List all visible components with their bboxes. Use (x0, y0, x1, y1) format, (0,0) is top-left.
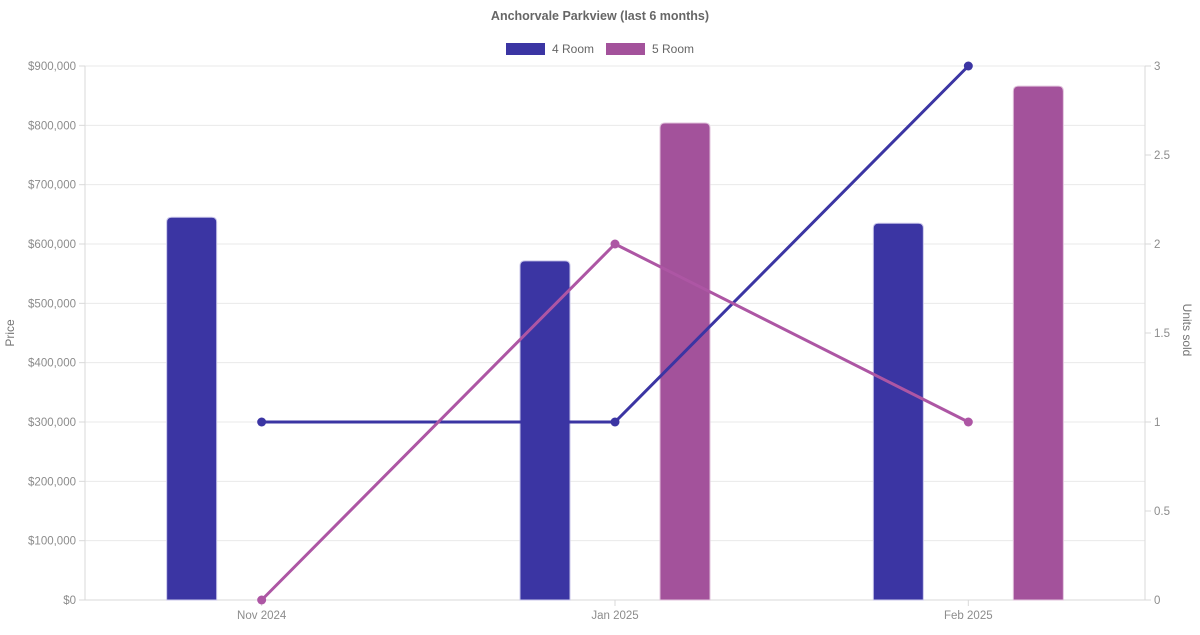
y-axis-title-price: Price (3, 319, 17, 347)
bar-4-room-0[interactable] (166, 216, 218, 601)
line-point-5-room-0[interactable] (257, 595, 267, 605)
legend-label-5-room: 5 Room (652, 42, 695, 56)
y-axis-tick-right: 0.5 (1154, 506, 1170, 518)
y-axis-tick-right: 1.5 (1154, 328, 1170, 340)
legend-item-4-room[interactable]: 4 Room (505, 42, 594, 56)
bar-4-room-1[interactable] (519, 260, 571, 601)
x-axis-tick: Feb 2025 (944, 610, 993, 622)
y-axis-tick-left: $500,000 (28, 298, 76, 310)
bars-5-room (659, 85, 1064, 601)
chart-title: Anchorvale Parkview (last 6 months) (490, 9, 710, 23)
y-axis-tick-left: $700,000 (28, 180, 76, 192)
line-point-4-room-2[interactable] (963, 61, 973, 71)
y-axis-tick-left: $200,000 (28, 476, 76, 488)
y-axis-tick-right: 3 (1154, 61, 1160, 73)
y-axis-tick-right: 2 (1154, 239, 1160, 251)
y-axis-tick-right: 1 (1154, 417, 1160, 429)
x-axis-tick: Nov 2024 (237, 610, 287, 622)
y-axis-tick-left: $900,000 (28, 61, 76, 73)
y-axis-tick-right: 2.5 (1154, 150, 1170, 162)
line-5-room (257, 239, 973, 605)
bar-4-room-2[interactable] (872, 222, 924, 601)
axis-borders: Nov 2024 Jan 2025 Feb 2025 (84, 66, 1146, 622)
y-axis-tick-left: $0 (63, 595, 76, 607)
bar-5-room-1[interactable] (659, 122, 711, 601)
y-axis-tick-left: $100,000 (28, 536, 76, 548)
y-axis-tick-left: $400,000 (28, 358, 76, 370)
y-axis-tick-right: 0 (1154, 595, 1160, 607)
y-axis-tick-left: $300,000 (28, 417, 76, 429)
legend-label-4-room: 4 Room (551, 42, 594, 56)
line-4-room (257, 61, 973, 427)
legend-swatch-4-room (505, 43, 545, 55)
line-point-5-room-2[interactable] (963, 417, 973, 427)
chart-legend: 4 Room 5 Room (0, 42, 1200, 56)
line-point-4-room-0[interactable] (257, 417, 267, 427)
line-point-5-room-1[interactable] (610, 239, 620, 249)
x-axis-tick: Jan 2025 (591, 610, 638, 622)
y-axis-tick-left: $600,000 (28, 239, 76, 251)
legend-swatch-5-room (606, 43, 645, 55)
bars-4-room (166, 216, 924, 601)
legend-item-5-room[interactable]: 5 Room (606, 42, 694, 56)
y-axis-title-units-sold: Units sold (1180, 303, 1194, 357)
bar-5-room-2[interactable] (1012, 85, 1064, 601)
line-point-4-room-1[interactable] (610, 417, 620, 427)
y-axis-tick-left: $800,000 (28, 120, 76, 132)
